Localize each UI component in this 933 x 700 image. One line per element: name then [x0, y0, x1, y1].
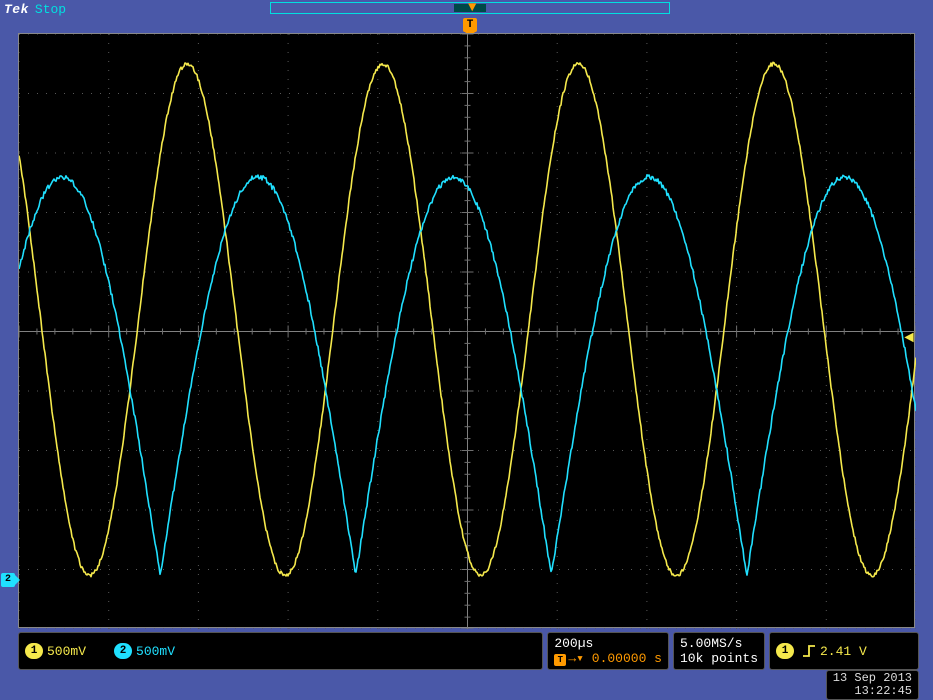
datetime-panel: 13 Sep 2013 13:22:45: [826, 670, 919, 700]
ch2-scale-value: 500mV: [136, 644, 175, 659]
top-bar: Tek Stop ▼: [0, 0, 933, 18]
run-state-label: Stop: [33, 2, 66, 17]
ch2-ground-marker: 2: [1, 573, 15, 587]
readout-bar: 1 500mV 2 500mV 200µs T→▾ 0.00000 s 5.00…: [18, 632, 919, 670]
waveform-svg: [19, 34, 916, 629]
trigger-level-value: 2.41 V: [820, 644, 867, 659]
waveform-display: ◄: [18, 33, 915, 628]
trigger-level-arrow-icon: ◄: [904, 329, 914, 347]
ch1-badge: 1: [25, 643, 43, 659]
timebase-scale-value: 200µs: [554, 636, 593, 651]
time-value: 13:22:45: [833, 685, 912, 698]
trigger-source-badge: 1: [776, 643, 794, 659]
ch2-badge: 2: [114, 643, 132, 659]
timebase-panel: 200µs T→▾ 0.00000 s: [547, 632, 669, 670]
timebase-position: T→▾ 0.00000 s: [554, 651, 662, 666]
sample-rate-value: 5.00MS/s: [680, 636, 742, 651]
acquisition-panel: 5.00MS/s 10k points: [673, 632, 765, 670]
rising-edge-icon: [802, 644, 816, 658]
channel-scale-panel: 1 500mV 2 500mV: [18, 632, 543, 670]
ch1-scale-value: 500mV: [47, 644, 86, 659]
timebase-t-badge: T: [554, 654, 566, 666]
timebase-position-value: 0.00000 s: [592, 651, 662, 666]
trigger-position-marker: T: [463, 18, 477, 32]
brand-logo: Tek: [0, 2, 33, 17]
trigger-position-tick-icon: ▼: [468, 0, 476, 16]
trigger-panel: 1 2.41 V: [769, 632, 919, 670]
timebase-arrow-icon: →▾: [568, 651, 584, 666]
record-length-value: 10k points: [680, 651, 758, 666]
